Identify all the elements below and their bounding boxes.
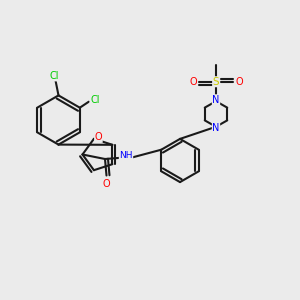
Text: O: O [189, 77, 197, 87]
Text: O: O [235, 77, 243, 87]
Text: N: N [212, 123, 220, 133]
Text: N: N [212, 95, 220, 105]
Text: Cl: Cl [90, 95, 100, 105]
Text: S: S [213, 77, 219, 87]
Text: O: O [94, 132, 102, 142]
Text: O: O [103, 179, 110, 189]
Text: Cl: Cl [49, 71, 59, 81]
Text: NH: NH [119, 151, 133, 160]
